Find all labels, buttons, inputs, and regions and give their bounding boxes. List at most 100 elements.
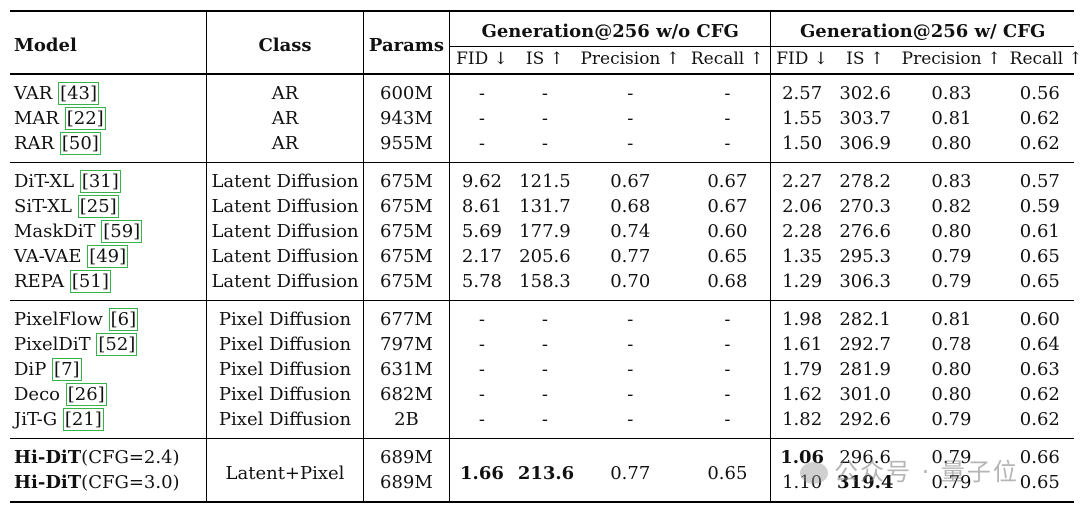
citation-link[interactable]: [26] [65, 383, 107, 406]
class-cell: Latent Diffusion [206, 162, 364, 194]
citation-link[interactable]: [6] [108, 308, 139, 331]
params-cell: 689M [363, 470, 451, 502]
fid-cell: - [478, 384, 485, 405]
table-row-ours-1: Hi-DiT(CFG=2.4) Latent+Pixel 689M 1.66 2… [10, 438, 1074, 502]
is-cell: - [541, 409, 548, 430]
fid-cfg-cell: 1.82 [782, 409, 823, 430]
citation-link[interactable]: [22] [64, 107, 106, 130]
fid-cfg-cell: 2.06 [782, 196, 823, 217]
header-recall-cfg: Recall ↑ [1009, 49, 1080, 69]
header-fid-cfg: FID ↓ [776, 49, 829, 69]
params-cell: 675M [363, 269, 451, 301]
params-cell: 943M [363, 106, 451, 131]
citation-link[interactable]: [25] [77, 195, 119, 218]
is-cell: 158.3 [519, 271, 571, 292]
citation-link[interactable]: [31] [79, 170, 121, 193]
table-row-ours-2: Hi-DiT(CFG=3.0) 689M 1.10 319.4 0.79 0.6… [10, 470, 1074, 502]
model-cell: VA-VAE [49] [10, 244, 208, 269]
table-row: MaskDiT [59] Latent Diffusion 675M 5.69 177.… [10, 219, 1074, 244]
citation-link[interactable]: [51] [69, 270, 111, 293]
citation-link[interactable]: [49] [87, 245, 129, 268]
is-cfg-cell: 303.7 [839, 108, 891, 129]
class-cell: Pixel Diffusion [206, 300, 364, 332]
recall-cfg-cell: 0.66 [1019, 447, 1060, 468]
fid-cfg-cell: 2.28 [782, 221, 823, 242]
header-class: Class [206, 11, 364, 74]
model-setting: (CFG=3.0) [81, 472, 180, 493]
header-is-cfg: IS ↑ [846, 49, 885, 69]
model-name: REPA [14, 271, 65, 292]
results-table-container: Model Class Params Generation@256 w/o CF… [10, 10, 1080, 503]
header-is: IS ↑ [525, 49, 564, 69]
is-cell: - [541, 108, 548, 129]
table-row: MAR [22] AR 943M - - - -1.55 303.7 0.81 0.62 [10, 106, 1074, 131]
is-cell: - [541, 334, 548, 355]
precision-cell: - [627, 108, 634, 129]
params-cell: 600M [363, 74, 451, 106]
precision-cfg-cell: 0.79 [931, 246, 972, 267]
recall-cell: - [684, 407, 772, 439]
is-cell: - [541, 133, 548, 154]
class-cell: Latent Diffusion [206, 194, 364, 219]
recall-cell: 0.65 [684, 438, 772, 502]
class-cell: Latent Diffusion [206, 244, 364, 269]
header-recall: Recall ↑ [684, 46, 772, 74]
class-cell: Pixel Diffusion [206, 382, 364, 407]
header-params: Params [363, 11, 451, 74]
class-cell: AR [206, 131, 364, 163]
table-body: VAR [43] AR 600M - - - -2.57 302.6 0.83 0.56 MAR [… [10, 74, 1074, 439]
header-precision-cfg: Precision ↑ [901, 49, 1002, 69]
fid-cell: - [478, 108, 485, 129]
precision-cfg-cell: 0.79 [931, 447, 972, 468]
model-cell: DiP [7] [10, 357, 208, 382]
precision-cell: 0.77 [610, 462, 651, 484]
citation-link[interactable]: [7] [52, 358, 82, 381]
table-row: DiT-XL [31] Latent Diffusion 675M 9.62 121.5… [10, 162, 1074, 194]
is-cell: - [541, 83, 548, 104]
model-cell: SiT-XL [25] [10, 194, 208, 219]
citation-link[interactable]: [59] [101, 220, 143, 243]
model-name: VAR [14, 83, 53, 104]
model-name: JiT-G [14, 409, 58, 430]
header-precision: Precision ↑ [580, 49, 681, 69]
class-cell: Latent Diffusion [206, 219, 364, 244]
fid-cfg-cell: 1.10 [782, 472, 823, 493]
precision-cfg-cell: 0.80 [931, 359, 972, 380]
citation-link[interactable]: [52] [96, 333, 138, 356]
fid-cfg-cell: 1.61 [782, 334, 823, 355]
precision-cell: - [627, 83, 634, 104]
table-row: Deco [26] Pixel Diffusion 682M - - - -1.62 301.… [10, 382, 1074, 407]
model-cell: MaskDiT [59] [10, 219, 208, 244]
class-cell: Latent Diffusion [206, 269, 364, 301]
header-fid: FID ↓ [456, 49, 508, 69]
fid-cell: - [478, 309, 485, 330]
is-cell: - [541, 359, 548, 380]
model-setting: (CFG=2.4) [81, 447, 180, 468]
recall-cell: - [684, 382, 772, 407]
model-cell: Hi-DiT(CFG=2.4) [10, 438, 208, 470]
params-cell: 689M [363, 438, 451, 470]
model-name: PixelFlow [14, 309, 103, 330]
fid-cell: 2.17 [461, 246, 502, 267]
precision-cfg-cell: 0.79 [931, 472, 972, 493]
is-cfg-cell: 319.4 [837, 472, 894, 493]
recall-cfg-cell: 0.61 [1019, 221, 1060, 242]
recall-cfg-cell: 0.56 [1019, 83, 1060, 104]
is-cell: 213.6 [517, 462, 575, 484]
fid-cell: - [478, 334, 485, 355]
params-cell: 631M [363, 357, 451, 382]
table-row: PixelFlow [6] Pixel Diffusion 677M - - - -1.98… [10, 300, 1074, 332]
precision-cfg-cell: 0.79 [931, 409, 972, 430]
citation-link[interactable]: [43] [58, 82, 100, 105]
fid-cell: - [478, 133, 485, 154]
class-cell: Latent+Pixel [206, 438, 364, 502]
citation-link[interactable]: [50] [59, 132, 101, 155]
precision-cell: - [627, 359, 634, 380]
params-cell: 955M [363, 131, 451, 163]
precision-cfg-cell: 0.80 [931, 221, 972, 242]
fid-cell: 8.61 [461, 196, 502, 217]
model-name: SiT-XL [14, 196, 72, 217]
table-row: PixelDiT [52] Pixel Diffusion 797M - - - -1.61… [10, 332, 1074, 357]
class-cell: Pixel Diffusion [206, 332, 364, 357]
citation-link[interactable]: [21] [62, 408, 104, 431]
